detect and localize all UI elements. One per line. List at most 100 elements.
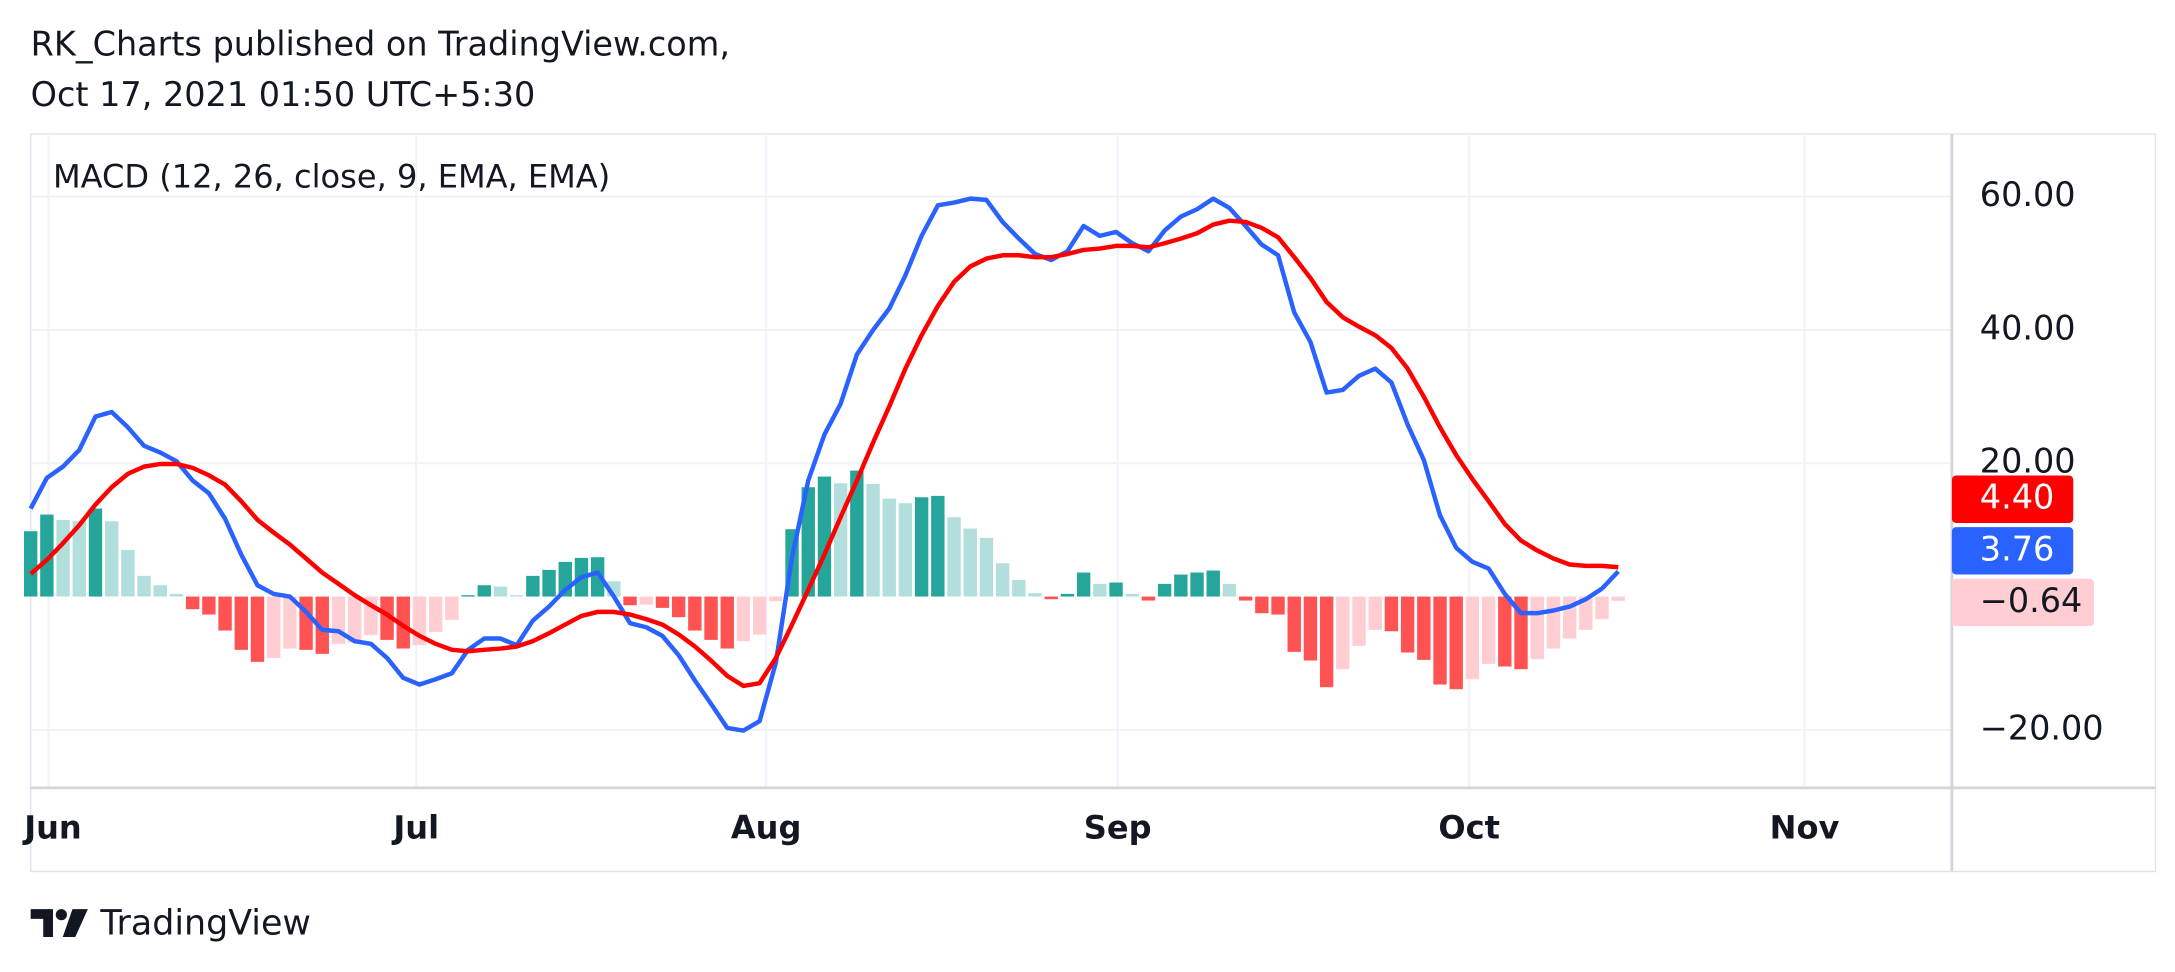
price-label: −0.64 — [1980, 581, 2083, 620]
histogram-bar — [655, 596, 670, 608]
x-tick-label: Sep — [1084, 809, 1152, 847]
histogram-bar — [1060, 593, 1075, 597]
histogram-bar — [1012, 579, 1026, 597]
histogram-bar — [704, 596, 718, 640]
histogram-bar — [817, 476, 832, 597]
y-tick-label: 40.00 — [1980, 308, 2076, 347]
price-label: 4.40 — [1980, 478, 2054, 517]
x-tick-label: Jun — [22, 809, 82, 847]
histogram-bar — [1417, 596, 1431, 660]
histogram-bar — [1595, 596, 1609, 620]
histogram-bar — [639, 596, 653, 605]
histogram-bar — [1498, 596, 1512, 667]
histogram-bar — [947, 517, 961, 597]
histogram-bar — [1109, 582, 1123, 597]
histogram-bar — [801, 487, 815, 597]
histogram-bar — [121, 549, 135, 597]
histogram-bar — [234, 596, 248, 650]
histogram-bar — [1174, 574, 1188, 597]
histogram-bar — [40, 514, 54, 597]
x-tick-label: Oct — [1438, 809, 1500, 847]
histogram-bar — [1481, 596, 1496, 664]
histogram-bar — [1368, 596, 1382, 630]
indicator-legend: MACD (12, 26, close, 9, EMA, EMA) — [53, 158, 610, 196]
histogram-bar — [1384, 596, 1399, 632]
histogram-bar — [1044, 596, 1058, 600]
histogram-bar — [1611, 596, 1625, 601]
histogram-bar — [396, 596, 410, 649]
histogram-bar — [137, 575, 151, 597]
logo-mark — [30, 909, 53, 938]
histogram-bar — [169, 593, 184, 597]
histogram-bar — [914, 497, 929, 597]
histogram-bar — [218, 596, 232, 631]
histogram-bar — [1157, 583, 1172, 597]
histogram-bar — [477, 585, 491, 597]
histogram-bar — [833, 483, 848, 597]
histogram-bar — [1255, 596, 1269, 614]
histogram-bar — [1433, 596, 1447, 685]
histogram-bar — [898, 503, 913, 597]
plot — [23, 133, 1952, 788]
histogram-bar — [882, 498, 896, 597]
histogram-bar — [1579, 596, 1593, 630]
histogram-bar — [1076, 572, 1091, 597]
histogram-bar — [720, 596, 734, 649]
histogram-bar — [1141, 596, 1156, 601]
histogram-bar — [769, 596, 783, 602]
histogram-bar — [1093, 583, 1107, 597]
histogram-bar — [315, 596, 329, 654]
histogram-bar — [1352, 596, 1366, 646]
histogram-bar — [1287, 596, 1301, 652]
histogram-bar — [380, 596, 394, 640]
histogram-bar — [1530, 596, 1544, 660]
histogram-bar — [56, 519, 70, 597]
histogram-bar — [1449, 596, 1463, 690]
indicator-line — [29, 218, 1619, 689]
histogram-bar — [1400, 596, 1415, 653]
histogram-bar — [104, 521, 119, 597]
histogram-bar — [23, 531, 38, 597]
logo-mark — [55, 909, 67, 921]
header-line: RK_Charts published on TradingView.com, — [31, 25, 730, 64]
indicator-line — [28, 196, 1620, 733]
histogram-bar — [88, 508, 103, 597]
histogram-bar — [509, 595, 524, 597]
histogram-bar — [347, 596, 362, 643]
histogram-bar — [1336, 596, 1350, 670]
histogram-bar — [461, 595, 475, 597]
histogram-bar — [331, 596, 346, 644]
histogram-bar — [526, 575, 540, 597]
histogram-bar — [1319, 596, 1334, 688]
histogram-bar — [1125, 593, 1139, 597]
x-tick-label: Nov — [1770, 809, 1840, 847]
histogram-bar — [688, 596, 702, 631]
histogram-bar — [1465, 596, 1480, 680]
histogram-bar — [752, 596, 767, 635]
price-label: 3.76 — [1980, 529, 2054, 568]
price-label-box — [1951, 527, 2074, 575]
histogram-bar — [1028, 593, 1042, 597]
histogram-bar — [931, 495, 945, 597]
price-label-box — [1951, 475, 2074, 523]
histogram-bar — [428, 596, 443, 632]
histogram-bar — [542, 569, 556, 597]
histogram-bar — [1206, 570, 1220, 597]
histogram-bar — [1303, 596, 1318, 661]
histogram-bar — [202, 596, 216, 615]
histogram-bar — [250, 596, 265, 662]
histogram-bar — [590, 557, 605, 597]
histogram-bar — [1238, 596, 1253, 601]
chart-frame — [29, 133, 2157, 873]
histogram-bar — [185, 596, 200, 610]
histogram-bar — [493, 586, 508, 597]
histogram-bar — [671, 596, 686, 618]
header-line: Oct 17, 2021 01:50 UTC+5:30 — [31, 75, 536, 114]
price-label-box — [1951, 578, 2095, 627]
histogram-bar — [1546, 596, 1561, 649]
histogram-bar — [736, 596, 751, 642]
x-tick-label: Jul — [391, 809, 439, 847]
logo-mark — [62, 909, 88, 938]
y-tick-label: 20.00 — [1980, 442, 2076, 481]
